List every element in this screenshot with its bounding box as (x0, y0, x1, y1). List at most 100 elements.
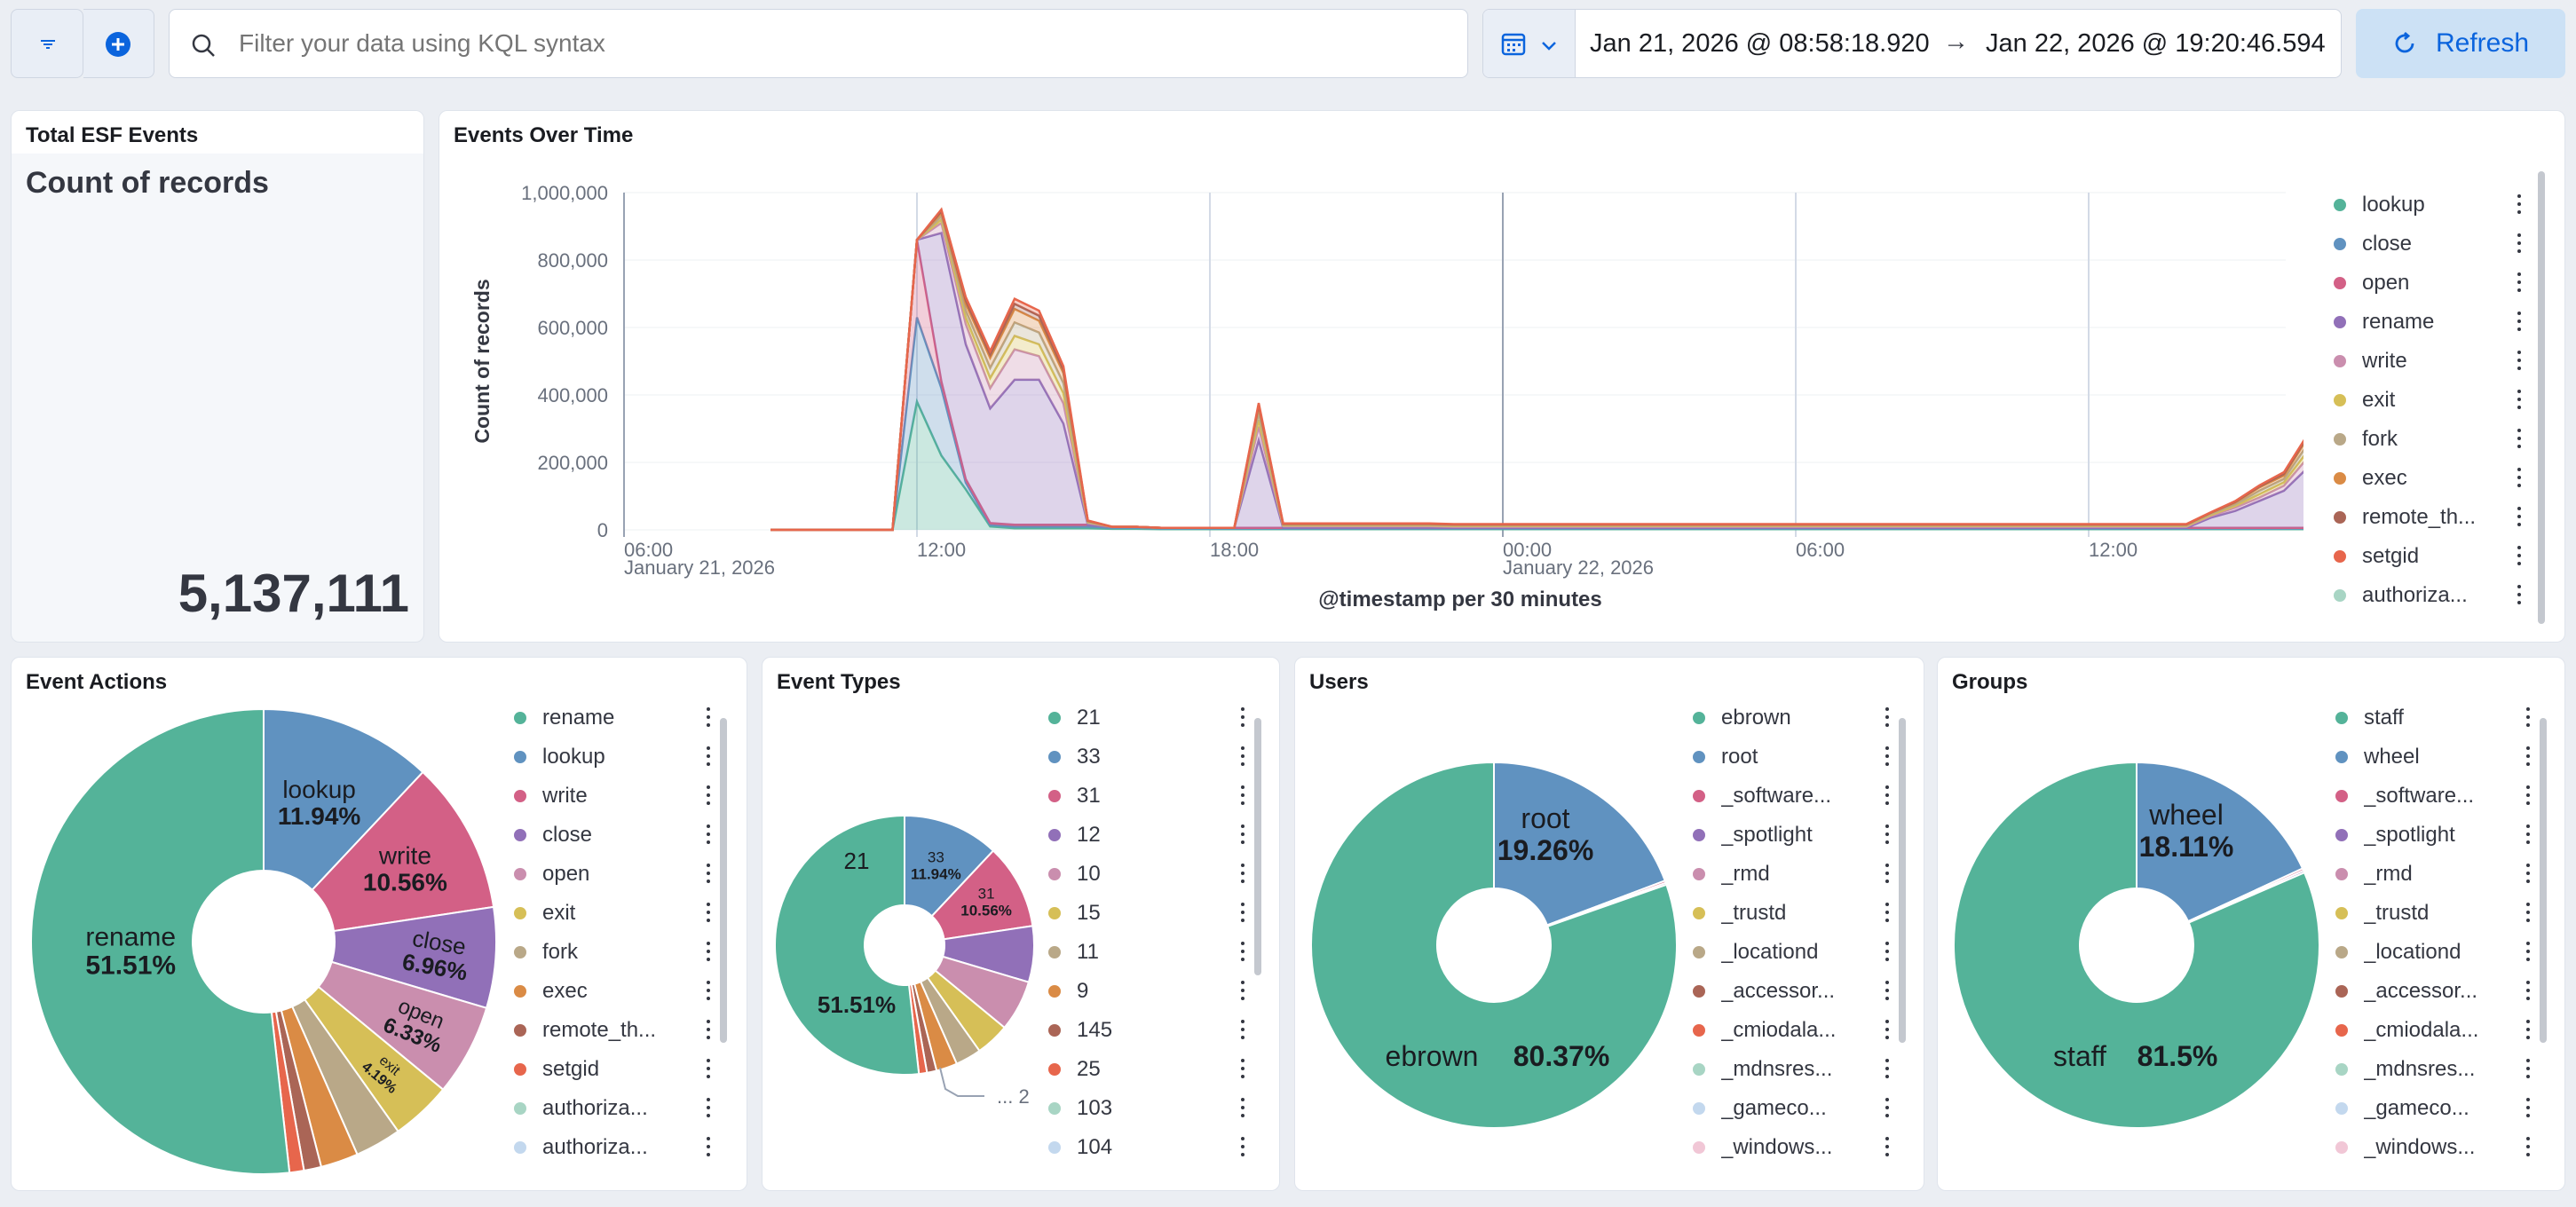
legend-actions-icon[interactable] (1883, 785, 1892, 807)
pie-slice[interactable] (1493, 761, 1667, 927)
pie-slice[interactable] (263, 707, 424, 892)
quick-date-menu-button[interactable] (1483, 10, 1576, 77)
legend-item[interactable]: authoriza... (514, 1091, 713, 1126)
legend-item[interactable]: _software... (1693, 778, 1892, 814)
legend-item[interactable]: _cmiodala... (2335, 1013, 2533, 1048)
legend-item[interactable]: lookup (2334, 187, 2524, 223)
legend-item[interactable]: remote_th... (2334, 500, 2524, 535)
legend-actions-icon[interactable] (2524, 1020, 2533, 1041)
kql-search-bar[interactable] (169, 9, 1468, 78)
legend-scrollbar[interactable] (2540, 718, 2547, 1043)
legend-actions-icon[interactable] (2524, 1137, 2533, 1158)
legend-item[interactable]: _mdnsres... (1693, 1052, 1892, 1087)
end-date[interactable]: Jan 22, 2026 @ 19:20:46.594 (1986, 29, 2326, 58)
legend-item[interactable]: rename (514, 700, 713, 736)
legend-item[interactable]: staff (2335, 700, 2533, 736)
pie-slice[interactable] (30, 707, 291, 1175)
legend-actions-icon[interactable] (1238, 942, 1247, 963)
legend-actions-icon[interactable] (2524, 1098, 2533, 1119)
legend-item[interactable]: exec (2334, 461, 2524, 496)
legend-actions-icon[interactable] (1238, 864, 1247, 885)
legend-actions-icon[interactable] (704, 1098, 713, 1119)
legend-scrollbar[interactable] (720, 718, 727, 1043)
legend-item[interactable]: 104 (1048, 1130, 1247, 1165)
legend-actions-icon[interactable] (2524, 942, 2533, 963)
legend-item[interactable]: 15 (1048, 895, 1247, 931)
legend-actions-icon[interactable] (2515, 390, 2524, 411)
legend-item[interactable]: _accessor... (2335, 974, 2533, 1009)
legend-actions-icon[interactable] (1238, 824, 1247, 846)
legend-item[interactable]: remote_th... (514, 1013, 713, 1048)
legend-item[interactable]: rename (2334, 304, 2524, 340)
legend-actions-icon[interactable] (1238, 1059, 1247, 1080)
legend-actions-icon[interactable] (1883, 707, 1892, 729)
legend-actions-icon[interactable] (1238, 981, 1247, 1002)
legend-item[interactable]: _spotlight (1693, 817, 1892, 853)
legend-item[interactable]: fork (2334, 422, 2524, 457)
legend-item[interactable]: fork (514, 935, 713, 970)
refresh-button[interactable]: Refresh (2356, 9, 2565, 78)
add-filter-button[interactable] (83, 9, 154, 78)
legend-item[interactable]: _cmiodala... (1693, 1013, 1892, 1048)
legend-item[interactable]: 12 (1048, 817, 1247, 853)
legend-actions-icon[interactable] (1883, 942, 1892, 963)
legend-item[interactable]: _spotlight (2335, 817, 2533, 853)
pie-slice[interactable] (1953, 761, 2320, 1129)
legend-item[interactable]: 10 (1048, 856, 1247, 892)
legend-item[interactable]: _locationd (1693, 935, 1892, 970)
pie-slice[interactable] (311, 770, 495, 933)
legend-actions-icon[interactable] (704, 903, 713, 924)
legend-actions-icon[interactable] (2524, 981, 2533, 1002)
legend-item[interactable]: _rmd (1693, 856, 1892, 892)
legend-item[interactable]: close (514, 817, 713, 853)
legend-item[interactable]: exit (514, 895, 713, 931)
pie-slice[interactable] (774, 814, 921, 1076)
pie-slice[interactable] (2136, 761, 2304, 923)
legend-item[interactable]: write (514, 778, 713, 814)
legend-item[interactable]: 11 (1048, 935, 1247, 970)
legend-item[interactable]: 145 (1048, 1013, 1247, 1048)
legend-actions-icon[interactable] (1883, 824, 1892, 846)
legend-scrollbar[interactable] (1899, 718, 1906, 1043)
legend-actions-icon[interactable] (1883, 1059, 1892, 1080)
legend-item[interactable]: 9 (1048, 974, 1247, 1009)
start-date[interactable]: Jan 21, 2026 @ 08:58:18.920 (1590, 29, 1930, 58)
legend-actions-icon[interactable] (704, 864, 713, 885)
legend-actions-icon[interactable] (2524, 746, 2533, 768)
legend-actions-icon[interactable] (1238, 1137, 1247, 1158)
legend-actions-icon[interactable] (2515, 546, 2524, 567)
legend-actions-icon[interactable] (2515, 272, 2524, 294)
legend-actions-icon[interactable] (704, 981, 713, 1002)
legend-item[interactable]: _trustd (1693, 895, 1892, 931)
legend-item[interactable]: 103 (1048, 1091, 1247, 1126)
legend-actions-icon[interactable] (2524, 1059, 2533, 1080)
legend-item[interactable]: 33 (1048, 739, 1247, 775)
legend-actions-icon[interactable] (2515, 585, 2524, 606)
legend-item[interactable]: _mdnsres... (2335, 1052, 2533, 1087)
legend-actions-icon[interactable] (704, 707, 713, 729)
legend-item[interactable]: authoriza... (2334, 578, 2524, 613)
legend-item[interactable]: exit (2334, 383, 2524, 418)
legend-scrollbar[interactable] (1254, 718, 1261, 975)
legend-actions-icon[interactable] (704, 1137, 713, 1158)
legend-item[interactable]: _software... (2335, 778, 2533, 814)
legend-actions-icon[interactable] (1883, 1137, 1892, 1158)
legend-item[interactable]: root (1693, 739, 1892, 775)
kql-search-input[interactable] (239, 26, 1446, 61)
legend-actions-icon[interactable] (2524, 864, 2533, 885)
legend-item[interactable]: setgid (2334, 539, 2524, 574)
legend-item[interactable]: _windows... (1693, 1130, 1892, 1165)
legend-actions-icon[interactable] (704, 1020, 713, 1041)
legend-actions-icon[interactable] (2515, 468, 2524, 489)
legend-actions-icon[interactable] (1238, 1020, 1247, 1041)
legend-item[interactable]: _rmd (2335, 856, 2533, 892)
legend-item[interactable]: 25 (1048, 1052, 1247, 1087)
legend-actions-icon[interactable] (2515, 194, 2524, 216)
legend-actions-icon[interactable] (1238, 785, 1247, 807)
legend-actions-icon[interactable] (1883, 1020, 1892, 1041)
legend-actions-icon[interactable] (2515, 507, 2524, 528)
legend-actions-icon[interactable] (2515, 429, 2524, 450)
legend-item[interactable]: open (2334, 265, 2524, 301)
legend-item[interactable]: ebrown (1693, 700, 1892, 736)
legend-actions-icon[interactable] (704, 746, 713, 768)
